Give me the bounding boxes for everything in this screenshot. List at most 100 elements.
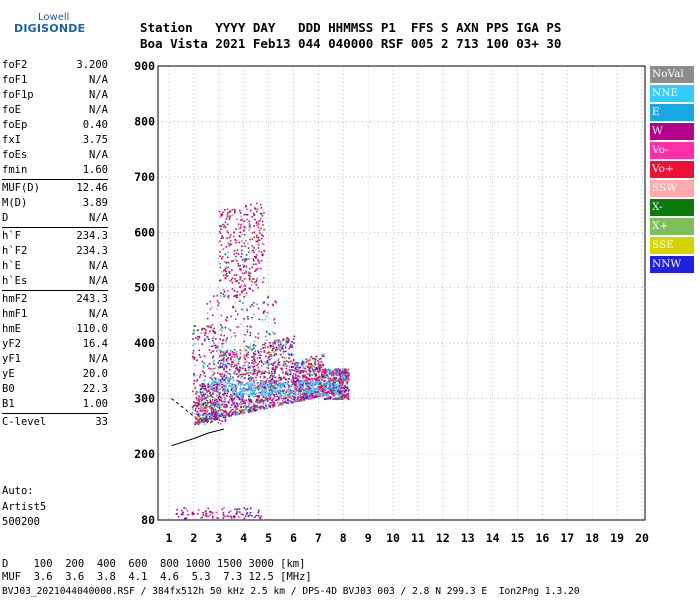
echo-point	[223, 268, 226, 271]
echo-point	[305, 391, 307, 393]
echo-point	[290, 381, 293, 383]
echo-point	[278, 358, 280, 360]
echo-point	[329, 370, 332, 373]
echo-point	[219, 251, 221, 253]
echo-point	[233, 231, 236, 234]
echo-point	[232, 399, 234, 401]
echo-point	[304, 379, 306, 382]
echo-point	[327, 391, 329, 393]
echo-point	[255, 263, 257, 265]
echo-point	[259, 391, 262, 394]
echo-point	[223, 334, 226, 337]
echo-point	[240, 396, 242, 399]
echo-point	[242, 377, 245, 380]
echo-point	[258, 406, 261, 409]
echo-point	[200, 407, 202, 409]
echo-point	[240, 383, 242, 385]
echo-point	[240, 410, 242, 413]
echo-point	[271, 372, 273, 375]
echo-point	[232, 235, 235, 237]
param-row: yF1 N/A	[2, 352, 108, 367]
echo-point	[269, 384, 271, 387]
echo-point	[294, 394, 296, 396]
echo-point	[257, 286, 259, 289]
echo-point	[283, 383, 286, 386]
echo-point	[207, 338, 210, 340]
echo-point	[265, 382, 268, 385]
echo-point	[288, 346, 291, 348]
echo-point	[292, 383, 294, 386]
echo-point	[248, 278, 251, 281]
echo-point	[244, 405, 247, 408]
echo-point	[233, 359, 236, 362]
echo-point	[252, 405, 255, 408]
echo-point	[232, 392, 234, 394]
echo-point	[246, 401, 248, 403]
echo-point	[277, 341, 280, 343]
echo-point	[299, 388, 301, 391]
echo-point	[299, 386, 302, 388]
echo-point	[320, 366, 323, 368]
echo-point	[236, 313, 239, 316]
echo-point	[226, 405, 229, 408]
echo-point	[230, 515, 232, 518]
echo-point	[291, 366, 293, 369]
echo-point	[247, 369, 250, 372]
echo-point	[286, 370, 288, 372]
echo-point	[229, 234, 232, 236]
echo-point	[257, 385, 260, 387]
echo-point	[195, 393, 197, 395]
echo-point	[258, 229, 261, 232]
echo-point	[297, 397, 300, 400]
echo-point	[264, 318, 267, 321]
echo-point	[299, 399, 302, 401]
echo-point	[228, 411, 231, 414]
echo-point	[225, 237, 228, 239]
echo-point	[248, 287, 251, 290]
echo-point	[331, 379, 334, 381]
echo-point	[211, 324, 213, 326]
echo-point	[320, 384, 323, 387]
echo-point	[265, 366, 268, 369]
echo-point	[280, 367, 282, 370]
echo-point	[217, 415, 219, 418]
echo-point	[215, 399, 217, 402]
echo-point	[219, 232, 222, 235]
echo-point	[205, 396, 207, 399]
echo-point	[301, 396, 304, 399]
echo-point	[233, 274, 236, 276]
echo-point	[308, 363, 310, 365]
plot-area	[158, 66, 645, 520]
echo-point	[297, 399, 299, 402]
echo-point	[324, 368, 327, 371]
echo-point	[312, 394, 314, 397]
echo-point	[220, 359, 223, 362]
echo-point	[251, 400, 254, 403]
echo-point	[305, 370, 307, 373]
echo-point	[324, 371, 327, 373]
echo-point	[268, 405, 271, 407]
echo-point	[262, 311, 265, 313]
x-tick-label: 6	[290, 531, 297, 545]
echo-point	[218, 382, 221, 385]
echo-point	[258, 392, 260, 394]
echo-point	[239, 392, 242, 394]
echo-point	[239, 352, 242, 355]
y-tick-label: 500	[134, 281, 155, 295]
echo-point	[219, 382, 222, 384]
param-name: B1	[2, 398, 15, 410]
echo-point	[253, 313, 255, 316]
echo-point	[276, 395, 278, 398]
echo-point	[227, 297, 230, 299]
echo-point	[230, 385, 232, 388]
echo-point	[292, 366, 294, 368]
echo-point	[292, 400, 295, 403]
echo-point	[217, 516, 219, 519]
echo-point	[266, 406, 269, 409]
echo-point	[239, 293, 241, 296]
echo-point	[330, 383, 333, 386]
echo-point	[199, 376, 201, 378]
echo-point	[298, 385, 300, 387]
echo-point	[285, 338, 288, 341]
echo-point	[226, 413, 229, 416]
